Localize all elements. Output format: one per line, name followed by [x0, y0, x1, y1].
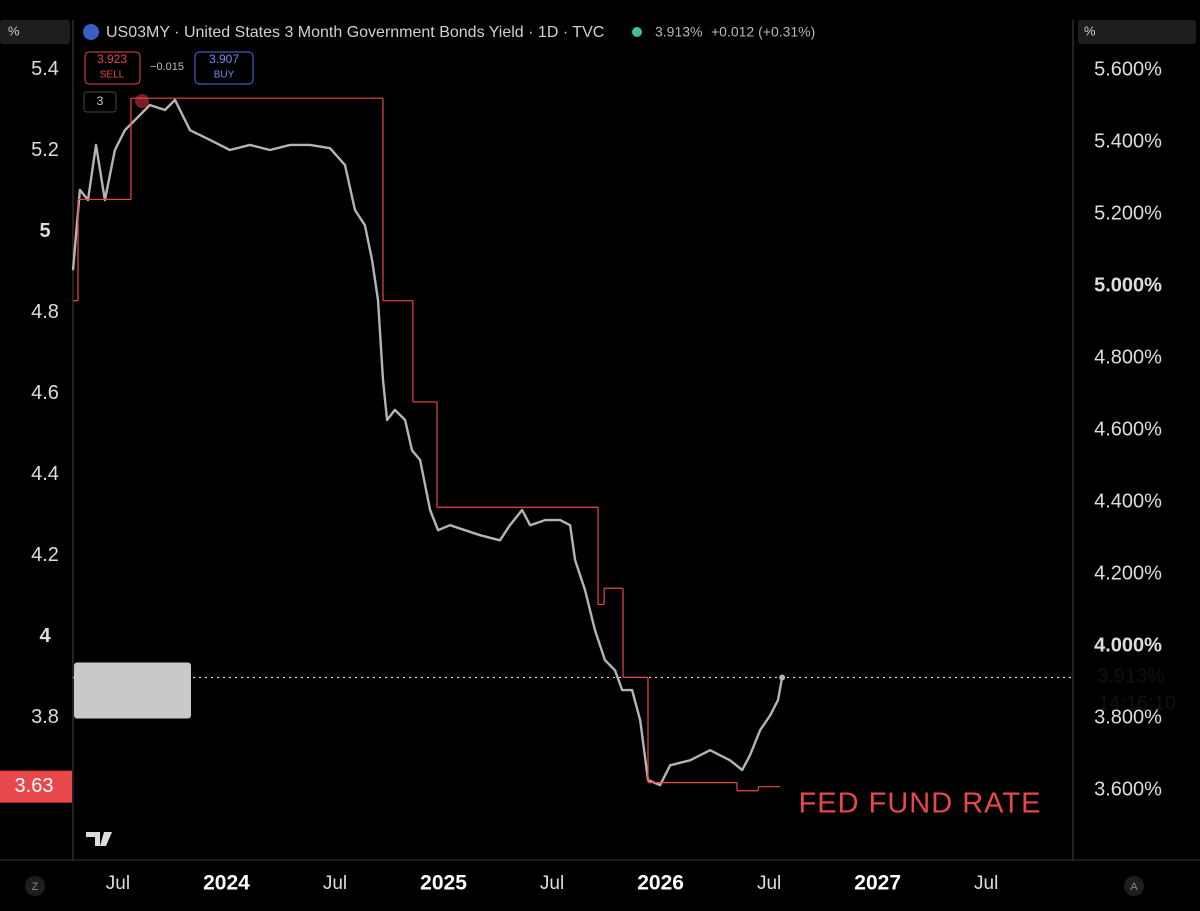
price-label: 3.913% [1097, 666, 1165, 688]
x-tick-label: Jul [757, 873, 781, 894]
x-tick-label: Jul [974, 873, 998, 894]
price-label-time: 14:16:10 [1098, 693, 1176, 715]
status-dot [632, 27, 642, 37]
symbol-title: US03MY · United States 3 Month Governmen… [106, 24, 604, 41]
y2-tick-label: 4.800% [1094, 346, 1162, 368]
button[interactable] [1124, 876, 1144, 896]
button-label: A [1130, 881, 1138, 893]
button[interactable] [25, 876, 45, 896]
price-change: +0.012 (+0.31%) [711, 24, 815, 40]
logo [86, 832, 112, 846]
x-tick-label: 2024 [203, 872, 250, 895]
indicators-toggle[interactable] [83, 91, 117, 113]
unit-box[interactable] [0, 20, 70, 44]
x-tick-label: 2025 [420, 872, 467, 895]
alert-icon [135, 94, 149, 108]
y-tick-label: 4 [39, 625, 51, 647]
sell-price: 3.923 [97, 52, 127, 66]
buy-button[interactable] [194, 51, 254, 85]
rate-label-box [0, 770, 72, 803]
x-tick-label: Jul [540, 873, 564, 894]
left-unit: % [8, 23, 20, 38]
price-label-box [74, 662, 191, 719]
flag-icon [83, 24, 99, 40]
sell-label: SELL [100, 70, 125, 81]
button-label: Z [32, 881, 39, 893]
y2-tick-label: 5.600% [1094, 58, 1162, 80]
y2-tick-label: 3.600% [1094, 778, 1162, 800]
y-tick-label: 4.6 [31, 382, 59, 404]
indicators-count: 3 [97, 94, 104, 108]
y-tick-label: 4.4 [31, 463, 59, 485]
x-tick-label: 2027 [854, 872, 901, 895]
y2-tick-label: 4.000% [1094, 634, 1162, 656]
buy-price: 3.907 [209, 52, 239, 66]
unit-box[interactable] [1078, 20, 1196, 44]
y2-tick-label: 4.200% [1094, 562, 1162, 584]
y-tick-label: 5 [39, 220, 50, 242]
y2-tick-label: 5.200% [1094, 202, 1162, 224]
yield-line [71, 98, 784, 787]
y-tick-label: 3.8 [31, 706, 59, 728]
y2-tick-label: 4.400% [1094, 490, 1162, 512]
y-tick-label: 5.2 [31, 139, 59, 161]
buy-label: BUY [214, 70, 235, 81]
last-price: 3.913% [655, 24, 702, 40]
x-tick-label: 2026 [637, 872, 684, 895]
x-tick-label: Jul [323, 873, 347, 894]
y-tick-label: 5.4 [31, 58, 59, 80]
y2-tick-label: 5.000% [1094, 274, 1162, 296]
sell-button[interactable] [84, 51, 141, 85]
y2-tick-label: 5.400% [1094, 130, 1162, 152]
y-tick-label: 4.2 [31, 544, 59, 566]
right-unit: % [1084, 23, 1096, 38]
series-annotation: FED FUND RATE [799, 788, 1042, 820]
x-tick-label: Jul [106, 873, 130, 894]
y2-tick-label: 3.800% [1094, 706, 1162, 728]
spread: −0.015 [150, 61, 184, 73]
rate-label: 3.63 [15, 775, 54, 797]
y-tick-label: 4.8 [31, 301, 59, 323]
last-point [779, 674, 786, 681]
y2-tick-label: 4.600% [1094, 418, 1162, 440]
